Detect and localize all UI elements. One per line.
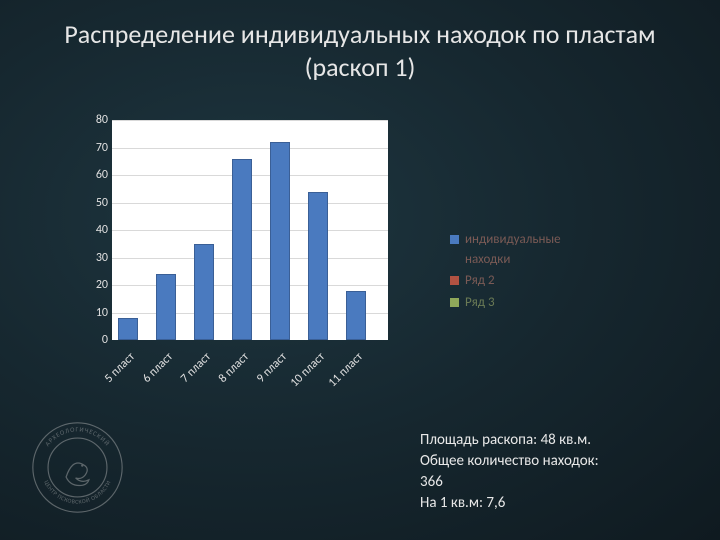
legend-swatch: [450, 298, 459, 307]
y-tick-label: 50: [96, 196, 108, 210]
bar-chart: 01020304050607080 5 пласт6 пласт7 пласт8…: [80, 120, 440, 400]
x-tick-label: 10 пласт: [288, 350, 328, 390]
caption-density: На 1 кв.м: 7,6: [420, 493, 599, 514]
bar: [308, 192, 328, 341]
bars-container: [112, 120, 388, 340]
y-axis: 01020304050607080: [80, 120, 112, 340]
caption-total-label: Общее количество находок:: [420, 451, 599, 472]
x-tick-label: 8 пласт: [216, 350, 252, 386]
legend-label: индивидуальные находки: [465, 230, 595, 269]
bar: [270, 142, 290, 340]
y-tick-label: 60: [96, 168, 108, 182]
caption: Площадь раскопа: 48 кв.м. Общее количест…: [420, 430, 599, 514]
seal-logo: АРХЕОЛОГИЧЕСКИЙ ЦЕНТР ПСКОВСКОЙ ОБЛАСТИ: [30, 420, 125, 515]
page-title: Распределение индивидуальных находок по …: [0, 0, 720, 93]
bar: [194, 244, 214, 340]
x-tick-label: 5 пласт: [102, 350, 138, 386]
caption-area: Площадь раскопа: 48 кв.м.: [420, 430, 599, 451]
y-tick-label: 40: [96, 223, 108, 237]
y-tick-label: 30: [96, 251, 108, 265]
legend-item: Ряд 3: [450, 293, 595, 313]
y-tick-label: 10: [96, 306, 108, 320]
x-tick-label: 11 пласт: [326, 350, 366, 390]
svg-text:АРХЕОЛОГИЧЕСКИЙ: АРХЕОЛОГИЧЕСКИЙ: [43, 425, 111, 447]
legend: индивидуальные находкиРяд 2Ряд 3: [450, 230, 595, 314]
y-tick-label: 20: [96, 278, 108, 292]
y-tick-label: 80: [96, 113, 108, 127]
x-tick-label: 6 пласт: [140, 350, 176, 386]
legend-label: Ряд 2: [465, 271, 495, 291]
bar: [346, 291, 366, 341]
x-tick-label: 7 пласт: [178, 350, 214, 386]
bar: [156, 274, 176, 340]
legend-swatch: [450, 235, 459, 244]
y-tick-label: 0: [102, 333, 108, 347]
legend-item: Ряд 2: [450, 271, 595, 291]
x-axis: 5 пласт6 пласт7 пласт8 пласт9 пласт10 пл…: [112, 344, 388, 394]
caption-total-value: 366: [420, 472, 599, 493]
legend-swatch: [450, 276, 459, 285]
y-tick-label: 70: [96, 141, 108, 155]
bar: [118, 318, 138, 340]
bar: [232, 159, 252, 341]
x-tick-label: 9 пласт: [254, 350, 290, 386]
legend-label: Ряд 3: [465, 293, 495, 313]
legend-item: индивидуальные находки: [450, 230, 595, 269]
